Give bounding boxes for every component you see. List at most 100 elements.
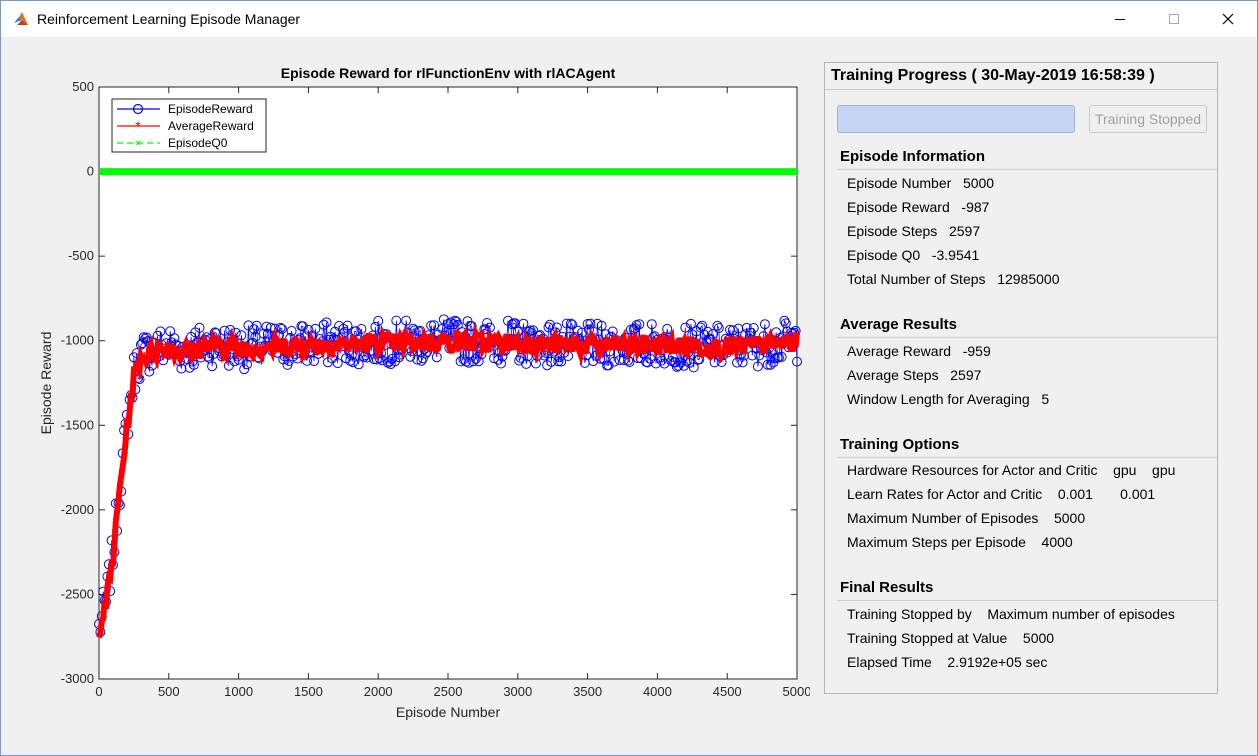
average-reward-point: *: [330, 337, 335, 352]
panel-title-divider: [825, 89, 1217, 90]
info-row: Average Reward -959: [847, 343, 991, 359]
average-reward-point: *: [344, 337, 349, 352]
info-row: Maximum Number of Episodes 5000: [847, 510, 1086, 526]
minimize-button[interactable]: [1097, 1, 1143, 37]
episode-reward-point: [409, 325, 420, 336]
average-reward-point: *: [404, 336, 409, 351]
average-reward-point: *: [480, 335, 485, 350]
average-reward-point: *: [526, 337, 531, 352]
maximize-button[interactable]: [1151, 1, 1197, 37]
average-reward-point: *: [323, 338, 328, 353]
average-reward-point: *: [96, 621, 101, 636]
average-results-header: Average Results: [840, 316, 957, 333]
average-reward-point: *: [313, 338, 318, 353]
average-reward-point: *: [627, 338, 632, 353]
training-options-divider: [837, 457, 1217, 458]
episode-reward-point: [567, 319, 578, 330]
episode-reward-point: [737, 357, 748, 368]
training-stopped-button[interactable]: Training Stopped: [1089, 105, 1207, 133]
average-reward-point: *: [463, 335, 468, 350]
legend-label-episode-reward: EpisodeReward: [168, 102, 253, 116]
average-reward-point: *: [254, 340, 259, 355]
average-reward-point: *: [672, 339, 677, 354]
average-reward-point: *: [438, 335, 443, 350]
legend[interactable]: EpisodeReward * AverageReward × EpisodeQ…: [111, 98, 267, 153]
episode-information-header: Episode Information: [840, 148, 986, 165]
average-reward-point: *: [529, 337, 534, 352]
average-reward-point: *: [351, 337, 356, 352]
x-tick-label: 4000: [643, 684, 672, 699]
average-reward-point: *: [697, 340, 702, 355]
episode-reward-point: [346, 350, 357, 361]
average-reward-point: *: [589, 339, 594, 354]
average-reward-point: *: [124, 422, 129, 437]
x-tick-label: 5000: [783, 684, 810, 699]
info-row: Episode Q0 -3.9541: [847, 247, 980, 263]
average-reward-point: *: [592, 339, 597, 354]
reward-plot[interactable]: Episode Reward for rlFunctionEnv with rl…: [0, 36, 810, 726]
average-reward-point: *: [770, 337, 775, 352]
x-tick-label: 3500: [573, 684, 602, 699]
average-reward-point: *: [114, 516, 119, 531]
average-reward-point: *: [637, 338, 642, 353]
average-reward-point: *: [383, 336, 388, 351]
average-reward-point: *: [117, 481, 122, 496]
average-reward-point: *: [222, 340, 227, 355]
average-reward-point: *: [484, 336, 489, 351]
average-reward-point: *: [180, 346, 185, 361]
info-row: Episode Number 5000: [847, 175, 995, 191]
average-reward-point: *: [508, 336, 513, 351]
average-reward-point: *: [599, 339, 604, 354]
average-reward-point: *: [229, 340, 234, 355]
average-reward-point: *: [320, 338, 325, 353]
y-tick-label: -1000: [61, 333, 94, 348]
average-reward-point: *: [522, 337, 527, 352]
average-reward-point: *: [721, 340, 726, 355]
y-tick-label: -2500: [61, 586, 94, 601]
close-icon: [1222, 13, 1234, 25]
average-reward-point: *: [777, 337, 782, 352]
training-progress-bar: [837, 105, 1075, 133]
average-reward-point: *: [585, 339, 590, 354]
x-axis-ticks: 0 500 1000 1500 2000 2500 3000 3500 4000 4500 5000: [95, 87, 810, 699]
plot-area: [98, 86, 798, 680]
episode-reward-point: [780, 318, 791, 329]
average-reward-point: *: [658, 338, 663, 353]
close-button[interactable]: [1205, 1, 1251, 37]
average-reward-point: *: [774, 337, 779, 352]
average-reward-point: *: [571, 338, 576, 353]
y-tick-label: -1500: [61, 417, 94, 432]
average-reward-point: *: [728, 340, 733, 355]
average-reward-point: *: [756, 338, 761, 353]
average-reward-point: *: [194, 342, 199, 357]
average-reward-point: *: [564, 338, 569, 353]
average-reward-point: *: [159, 342, 164, 357]
average-reward-point: *: [103, 598, 108, 613]
average-reward-point: *: [547, 337, 552, 352]
average-reward-point: *: [236, 341, 241, 356]
average-reward-point: *: [609, 339, 614, 354]
panel-title: Training Progress ( 30-May-2019 16:58:39…: [831, 67, 1155, 84]
average-reward-point: *: [487, 336, 492, 351]
average-reward-point: *: [358, 337, 363, 352]
average-reward-point: *: [787, 336, 792, 351]
average-reward-point: *: [578, 339, 583, 354]
average-reward-point: *: [149, 346, 154, 361]
episode-reward-line: [98, 319, 798, 633]
info-row: Total Number of Steps 12985000: [847, 271, 1060, 287]
average-reward-point: *: [163, 341, 168, 356]
average-reward-point: *: [794, 335, 799, 350]
episode-reward-point: [275, 322, 286, 333]
average-reward-point: *: [616, 338, 621, 353]
info-row: Hardware Resources for Actor and Critic …: [847, 462, 1176, 478]
average-reward-point: *: [651, 338, 656, 353]
average-reward-point: *: [166, 341, 171, 356]
title-bar[interactable]: Reinforcement Learning Episode Manager: [1, 1, 1257, 37]
final-results-header: Final Results: [840, 579, 934, 596]
info-row: Elapsed Time 2.9192e+05 sec: [847, 654, 1048, 670]
average-reward-point: *: [449, 335, 454, 350]
average-reward-point: *: [260, 340, 265, 355]
average-reward-point: *: [121, 451, 126, 466]
average-reward-point: *: [620, 338, 625, 353]
average-reward-point: *: [536, 337, 541, 352]
